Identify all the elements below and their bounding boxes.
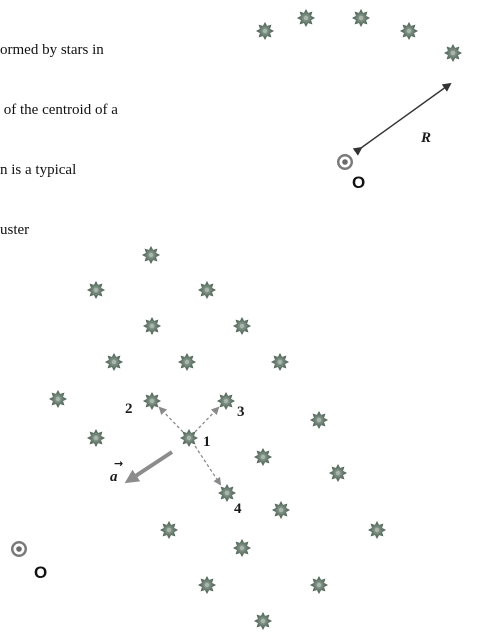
- star-icon: [352, 9, 370, 27]
- star-icon: [310, 411, 328, 429]
- caption-line: uster: [0, 222, 30, 238]
- neighbor-arrow-2: [158, 406, 184, 433]
- star-icon: [254, 448, 272, 466]
- radius-arrow: [352, 82, 452, 156]
- acceleration-label: a: [110, 469, 118, 485]
- star-icon: [256, 22, 274, 40]
- star-icon: [198, 281, 216, 299]
- star-icon: [87, 281, 105, 299]
- star-icon: [160, 521, 178, 539]
- star-icon: [198, 576, 216, 594]
- neighbor-arrow-4: [194, 445, 222, 486]
- star-icon: [143, 317, 161, 335]
- star-icon: [444, 44, 462, 62]
- star-icon: [218, 484, 236, 502]
- vector-arrow-symbol: →: [114, 457, 123, 470]
- acceleration-arrow: [124, 450, 174, 484]
- star-icon: [105, 353, 123, 371]
- figure-caption: ormed by stars in of the centroid of a n…: [0, 0, 236, 260]
- star-icon: [143, 392, 161, 410]
- star-icon: [233, 317, 251, 335]
- star-icon: [178, 353, 196, 371]
- star-icon: [271, 353, 289, 371]
- star-label-4: 4: [234, 501, 242, 517]
- radius-label: R: [420, 130, 431, 146]
- origin-marker-icon: [11, 541, 27, 557]
- star-icon: [368, 521, 386, 539]
- star-label-1: 1: [203, 434, 211, 450]
- neighbor-arrow-3: [194, 406, 220, 433]
- star-icon: [142, 246, 160, 264]
- star-icon: [329, 464, 347, 482]
- caption-line: n is a typical: [0, 162, 77, 178]
- star-icon: [310, 576, 328, 594]
- top-figure: R O: [256, 9, 462, 192]
- origin-marker-icon: [337, 154, 353, 170]
- star-icon: [297, 9, 315, 27]
- bottom-figure: a → 1 2 3 4 O: [11, 246, 386, 630]
- caption-line: ormed by stars in: [0, 42, 104, 58]
- star-icon: [217, 392, 235, 410]
- star-icon: [400, 22, 418, 40]
- star-label-2: 2: [125, 401, 133, 417]
- star-icon: [233, 539, 251, 557]
- star-label-3: 3: [237, 404, 245, 420]
- star-icon: [254, 612, 272, 630]
- origin-label: O: [352, 173, 365, 192]
- origin-label: O: [34, 563, 47, 582]
- star-icon: [272, 501, 290, 519]
- caption-line: of the centroid of a: [0, 102, 118, 118]
- star-icon: [49, 390, 67, 408]
- star-icon: [87, 429, 105, 447]
